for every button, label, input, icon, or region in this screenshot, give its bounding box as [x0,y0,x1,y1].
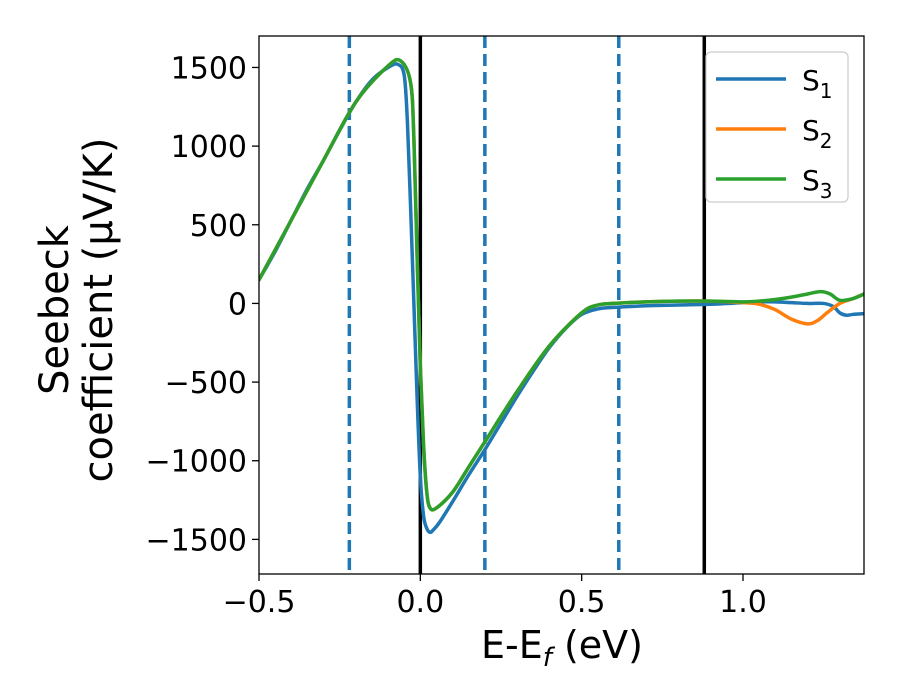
x-tick-label: 0.5 [558,585,606,620]
y-axis: −1500 −1000 −500 0 500 1000 1500 [146,51,259,558]
y-axis-label-line1: Seebeck [32,224,78,395]
legend-label-s1: S1 [802,64,833,103]
y-tick-label: 500 [190,209,247,244]
y-tick-label: 0 [228,287,247,322]
legend-box [705,51,849,203]
y-tick-label: −1000 [146,445,247,480]
y-tick-label: −1500 [146,523,247,558]
y-axis-label: Seebeck coefficient (μV/K) [32,138,122,483]
legend-label-s3: S3 [802,164,833,203]
series-lines [259,57,864,535]
legend: S1 S2 S3 [705,51,849,203]
legend-label-s2: S2 [802,114,833,153]
x-axis-label: E-Ef (eV) [481,623,643,673]
y-tick-label: −500 [165,366,247,401]
plot-frame [258,35,865,575]
series-line-s3 [259,57,864,512]
x-tick-label: −0.5 [223,585,296,620]
y-tick-label: 1000 [171,130,247,165]
x-tick-label: 1.0 [719,585,767,620]
x-axis: −0.5 0.0 0.5 1.0 [223,574,767,620]
y-axis-label-line2: coefficient (μV/K) [76,138,122,483]
x-tick-label: 0.0 [396,585,444,620]
y-tick-label: 1500 [171,51,247,86]
